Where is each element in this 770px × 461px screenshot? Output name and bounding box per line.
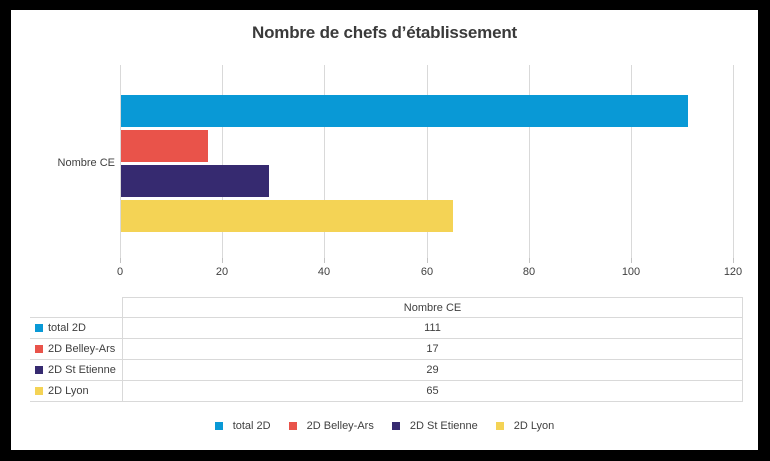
- gridline: [222, 65, 223, 258]
- axis-tick: [631, 258, 632, 263]
- legend-key-icon: [391, 422, 400, 430]
- table-value-cell: 65: [122, 381, 743, 401]
- table-row-total-2d: total 2D 111: [30, 318, 743, 339]
- legend-item-2d-st-etienne[interactable]: 2D St Etienne: [391, 420, 478, 432]
- table-row-label: 2D St Etienne: [30, 360, 122, 380]
- table-row-label: 2D Lyon: [30, 381, 122, 401]
- category-axis-label: Nombre CE: [57, 157, 115, 169]
- x-tick-label: 60: [420, 266, 434, 278]
- plot-area: 0 20 40 60 80 100 120: [11, 10, 758, 290]
- x-tick-label: 120: [723, 266, 743, 278]
- table-row-2d-st-etienne: 2D St Etienne 29: [30, 360, 743, 381]
- legend-key-icon: [35, 387, 43, 395]
- gridline: [529, 65, 530, 258]
- table-value-cell: 111: [122, 318, 743, 338]
- legend-label: total 2D: [232, 420, 271, 432]
- legend-label: 2D Lyon: [513, 420, 555, 432]
- table-header-cell: Nombre CE: [122, 297, 743, 317]
- legend-item-total-2d[interactable]: total 2D: [214, 420, 271, 432]
- legend-key-icon: [35, 345, 43, 353]
- series-label: 2D St Etienne: [48, 364, 116, 376]
- legend-key-icon: [214, 422, 223, 430]
- x-tick-label: 0: [116, 266, 124, 278]
- legend-key-icon: [35, 366, 43, 374]
- x-tick-label: 100: [621, 266, 641, 278]
- table-value-cell: 17: [122, 339, 743, 359]
- table-row-2d-lyon: 2D Lyon 65: [30, 381, 743, 402]
- gridline: [733, 65, 734, 258]
- table-row-2d-belley-ars: 2D Belley-Ars 17: [30, 339, 743, 360]
- x-tick-label: 20: [215, 266, 229, 278]
- legend-item-2d-lyon[interactable]: 2D Lyon: [495, 420, 555, 432]
- axis-tick: [529, 258, 530, 263]
- axis-tick: [120, 258, 121, 263]
- legend-key-icon: [288, 422, 297, 430]
- bar-2d-lyon[interactable]: [121, 200, 453, 232]
- axis-tick: [324, 258, 325, 263]
- axis-tick: [733, 258, 734, 263]
- table-row-label: 2D Belley-Ars: [30, 339, 122, 359]
- series-label: 2D Lyon: [48, 385, 89, 397]
- gridline: [631, 65, 632, 258]
- bar-2d-belley-ars[interactable]: [121, 130, 208, 162]
- legend-key-icon: [495, 422, 504, 430]
- chart-legend: total 2D 2D Belley-Ars 2D St Etienne 2D Lyo…: [11, 420, 758, 432]
- legend-key-icon: [35, 324, 43, 332]
- table-header-row: Nombre CE: [30, 297, 743, 318]
- bar-total-2d[interactable]: [121, 95, 688, 127]
- axis-tick: [427, 258, 428, 263]
- x-tick-label: 80: [522, 266, 536, 278]
- table-header-spacer: [30, 297, 122, 317]
- chart-canvas: Nombre de chefs d’établissement 0 20 40 60 8…: [11, 10, 758, 450]
- series-label: 2D Belley-Ars: [48, 343, 116, 355]
- table-value-cell: 29: [122, 360, 743, 380]
- axis-tick: [222, 258, 223, 263]
- legend-label: 2D St Etienne: [409, 420, 478, 432]
- x-tick-label: 40: [317, 266, 331, 278]
- chart-title: Nombre de chefs d’établissement: [252, 23, 517, 42]
- bar-2d-st-etienne[interactable]: [121, 165, 269, 197]
- series-label: total 2D: [48, 322, 86, 334]
- gridline: [427, 65, 428, 258]
- table-row-label: total 2D: [30, 318, 122, 338]
- legend-label: 2D Belley-Ars: [306, 420, 374, 432]
- gridline: [324, 65, 325, 258]
- data-table: Nombre CE total 2D 111 2D Belley-Ars 17 2D St…: [30, 297, 743, 402]
- legend-item-2d-belley-ars[interactable]: 2D Belley-Ars: [288, 420, 374, 432]
- gridline: [120, 65, 121, 258]
